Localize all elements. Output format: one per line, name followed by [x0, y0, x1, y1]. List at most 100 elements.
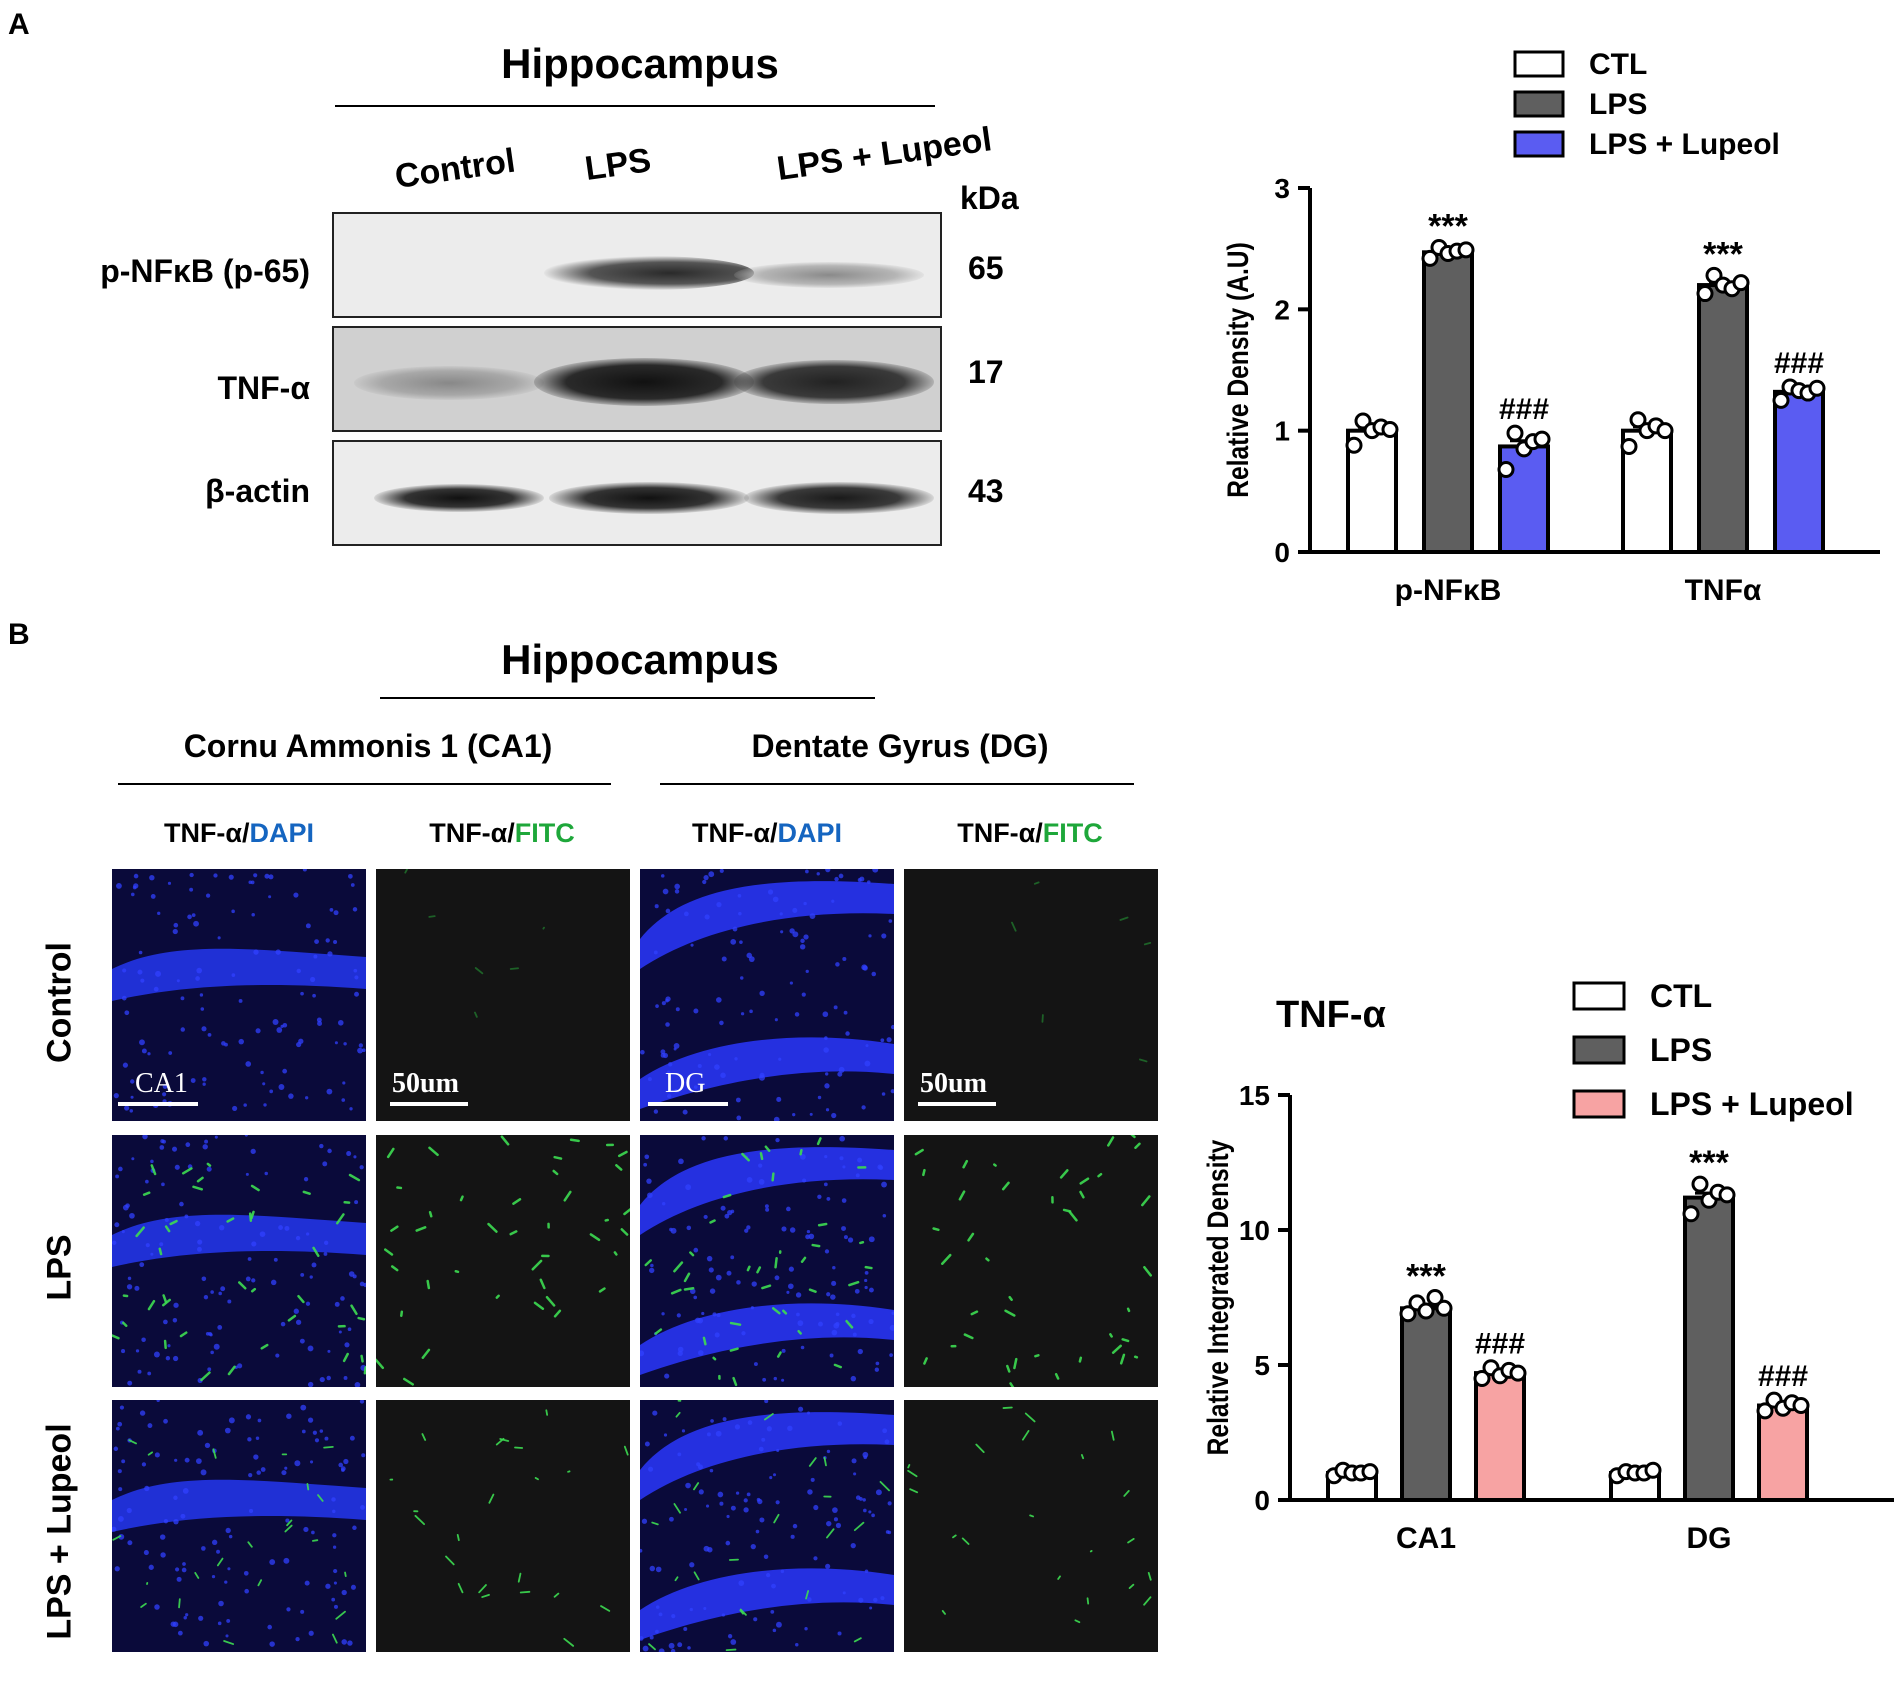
nucleus [871, 1513, 875, 1517]
nucleus [788, 1283, 794, 1289]
nucleus [127, 1284, 132, 1289]
nucleus [203, 1144, 208, 1149]
nucleus [296, 1320, 301, 1325]
nucleus [302, 1430, 306, 1434]
fitc-signal [819, 1224, 826, 1225]
nucleus [335, 1302, 340, 1307]
data-point [1499, 462, 1513, 476]
nucleus [825, 1564, 830, 1569]
nucleus [775, 1138, 779, 1142]
blot-tnfa [332, 326, 942, 432]
nucleus [201, 1026, 206, 1031]
nucleus [150, 1160, 154, 1164]
nucleus [140, 1410, 145, 1415]
nucleus [773, 897, 779, 903]
nucleus [300, 1273, 304, 1277]
blot-kda-bactin: 43 [968, 473, 1004, 510]
micrograph-background [904, 1135, 1158, 1387]
nucleus [678, 1351, 683, 1356]
micrograph-drawing [112, 1400, 366, 1652]
nucleus [232, 973, 236, 977]
nucleus [204, 1295, 208, 1299]
nucleus [648, 1467, 653, 1472]
nucleus [300, 1339, 305, 1344]
nucleus [881, 933, 886, 938]
nucleus [796, 1292, 801, 1297]
stain-label-1: TNF-α/DAPI [112, 818, 366, 849]
nucleus [797, 1320, 803, 1326]
micro-row-label-control: Control [41, 883, 80, 1123]
nucleus [867, 880, 870, 883]
nucleus [281, 1470, 286, 1475]
fitc-signal [748, 1267, 749, 1270]
nucleus [861, 1105, 865, 1109]
fitc-signal [908, 1465, 909, 1468]
nucleus [286, 1607, 290, 1611]
nucleus [790, 1227, 795, 1232]
nucleus [689, 1562, 694, 1567]
lane-label-lps: LPS [583, 141, 654, 189]
nucleus [751, 1306, 754, 1309]
nucleus [244, 1571, 249, 1576]
nucleus [361, 1453, 365, 1457]
nucleus [720, 1073, 726, 1079]
nucleus [824, 1083, 829, 1088]
nucleus [171, 1621, 176, 1626]
nucleus [648, 1077, 652, 1081]
nucleus [832, 1507, 838, 1513]
nucleus [845, 1031, 849, 1035]
nucleus [790, 981, 793, 984]
nucleus [698, 1464, 703, 1469]
nucleus [146, 1243, 150, 1247]
nucleus [296, 1042, 301, 1047]
nucleus [332, 1510, 335, 1513]
blot-pnfkb [332, 212, 942, 318]
nucleus [136, 1349, 139, 1352]
nucleus [173, 1318, 177, 1322]
nucleus [888, 1501, 892, 1505]
nucleus [348, 1327, 352, 1331]
nucleus [308, 1346, 314, 1352]
nucleus [294, 1309, 299, 1314]
nucleus [305, 1096, 308, 1099]
micrograph-image [376, 1400, 630, 1652]
nucleus [663, 889, 669, 895]
nucleus [880, 1596, 884, 1600]
y-tick-label: 2 [1274, 294, 1290, 325]
nucleus [780, 912, 783, 915]
nucleus [144, 1486, 149, 1491]
nucleus [800, 944, 805, 949]
significance-label: *** [1703, 235, 1743, 273]
nucleus [677, 1642, 682, 1647]
stain-label-3: TNF-α/DAPI [640, 818, 894, 849]
nucleus [824, 1155, 827, 1158]
fitc-signal [1135, 1357, 1137, 1358]
fitc-signal [1128, 1309, 1129, 1311]
fitc-signal [711, 1221, 715, 1223]
nucleus [229, 1417, 235, 1423]
nucleus [349, 1107, 352, 1110]
nucleus [182, 1568, 187, 1573]
nucleus [806, 970, 809, 973]
fitc-signal [497, 1296, 499, 1298]
micrograph-image [112, 1135, 366, 1387]
nucleus [360, 1165, 364, 1169]
nucleus [117, 1422, 122, 1427]
nucleus [768, 889, 773, 894]
fitc-signal [615, 1252, 616, 1254]
data-point [1734, 276, 1748, 290]
nucleus [654, 1109, 658, 1113]
nucleus [247, 1437, 251, 1441]
nucleus [792, 908, 797, 913]
nucleus [825, 1249, 829, 1253]
nucleus [818, 1096, 821, 1099]
nucleus [873, 1598, 877, 1602]
nucleus [879, 1166, 884, 1171]
nucleus [145, 1180, 149, 1184]
nucleus [114, 1093, 119, 1098]
nucleus [147, 1372, 151, 1376]
nucleus [792, 1113, 795, 1116]
nucleus [258, 1419, 262, 1423]
nucleus [198, 1616, 203, 1621]
nucleus [203, 1083, 206, 1086]
